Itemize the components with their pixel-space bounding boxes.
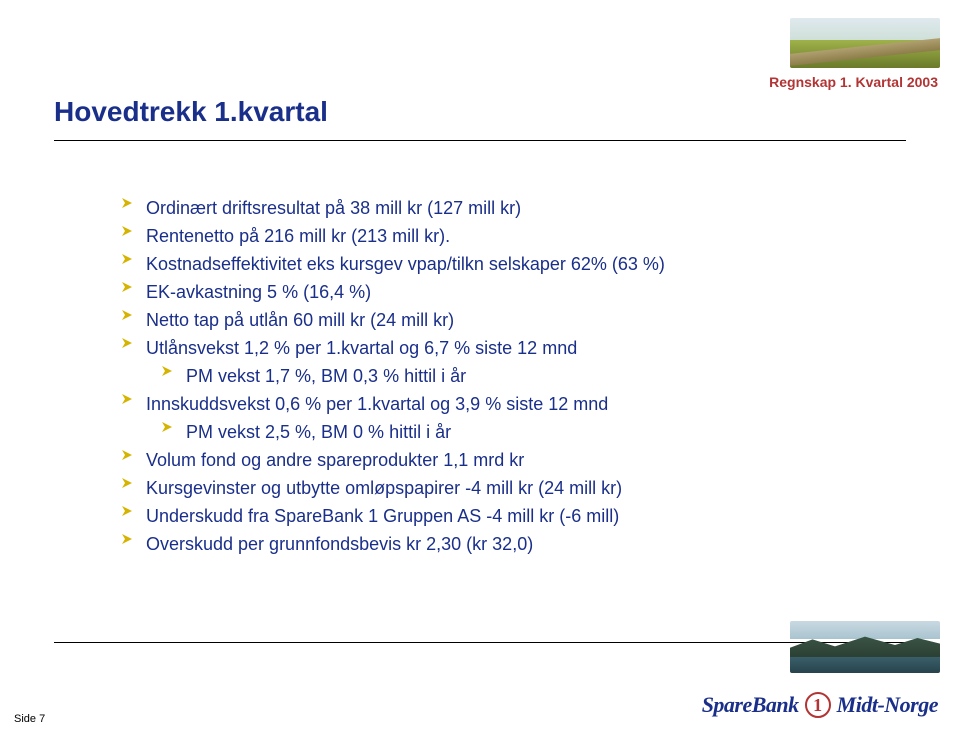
slide-title: Hovedtrekk 1.kvartal (54, 96, 328, 128)
arrow-icon (120, 308, 136, 322)
bullet-item: Rentenetto på 216 mill kr (213 mill kr). (120, 224, 880, 248)
arrow-icon (120, 196, 136, 210)
arrow-icon (120, 504, 136, 518)
bullet-list: Ordinært driftsresultat på 38 mill kr (1… (120, 196, 880, 560)
bullet-text: Kostnadseffektivitet eks kursgev vpap/ti… (146, 252, 665, 276)
bullet-item: Kursgevinster og utbytte omløpspapirer -… (120, 476, 880, 500)
bullet-text: Underskudd fra SpareBank 1 Gruppen AS -4… (146, 504, 619, 528)
bullet-item: Kostnadseffektivitet eks kursgev vpap/ti… (120, 252, 880, 276)
bullet-text: Kursgevinster og utbytte omløpspapirer -… (146, 476, 622, 500)
arrow-icon (120, 224, 136, 238)
footer-logo: SpareBank 1 Midt-Norge (638, 685, 938, 725)
bullet-item: Netto tap på utlån 60 mill kr (24 mill k… (120, 308, 880, 332)
arrow-icon (120, 476, 136, 490)
bullet-item: Innskuddsvekst 0,6 % per 1.kvartal og 3,… (120, 392, 880, 416)
logo-text-sub: Midt-Norge (837, 692, 938, 718)
bullet-text: Netto tap på utlån 60 mill kr (24 mill k… (146, 308, 454, 332)
bullet-text: Volum fond og andre spareprodukter 1,1 m… (146, 448, 524, 472)
arrow-icon (120, 392, 136, 406)
arrow-icon (120, 336, 136, 350)
bullet-text: PM vekst 1,7 %, BM 0,3 % hittil i år (186, 364, 466, 388)
sub-bullet-item: PM vekst 1,7 %, BM 0,3 % hittil i år (160, 364, 880, 388)
arrow-icon (160, 364, 176, 378)
bullet-item: Utlånsvekst 1,2 % per 1.kvartal og 6,7 %… (120, 336, 880, 360)
bullet-text: Ordinært driftsresultat på 38 mill kr (1… (146, 196, 521, 220)
bullet-text: EK-avkastning 5 % (16,4 %) (146, 280, 371, 304)
logo-mark-icon: 1 (805, 692, 831, 718)
header-label: Regnskap 1. Kvartal 2003 (769, 74, 938, 90)
sub-bullet-item: PM vekst 2,5 %, BM 0 % hittil i år (160, 420, 880, 444)
arrow-icon (160, 420, 176, 434)
footer-decorative-image (790, 621, 940, 673)
bullet-text: PM vekst 2,5 %, BM 0 % hittil i år (186, 420, 451, 444)
arrow-icon (120, 252, 136, 266)
bullet-item: Ordinært driftsresultat på 38 mill kr (1… (120, 196, 880, 220)
bullet-text: Overskudd per grunnfondsbevis kr 2,30 (k… (146, 532, 533, 556)
page-number: Side 7 (14, 713, 45, 725)
slide: Regnskap 1. Kvartal 2003 Hovedtrekk 1.kv… (0, 0, 960, 743)
header-decorative-image (790, 18, 940, 68)
bullet-text: Utlånsvekst 1,2 % per 1.kvartal og 6,7 %… (146, 336, 577, 360)
arrow-icon (120, 280, 136, 294)
arrow-icon (120, 448, 136, 462)
bullet-item: Underskudd fra SpareBank 1 Gruppen AS -4… (120, 504, 880, 528)
title-underline (54, 140, 906, 141)
bullet-item: Overskudd per grunnfondsbevis kr 2,30 (k… (120, 532, 880, 556)
bullet-text: Innskuddsvekst 0,6 % per 1.kvartal og 3,… (146, 392, 608, 416)
bullet-item: EK-avkastning 5 % (16,4 %) (120, 280, 880, 304)
bullet-text: Rentenetto på 216 mill kr (213 mill kr). (146, 224, 450, 248)
logo-text-main: SpareBank (702, 692, 799, 718)
arrow-icon (120, 532, 136, 546)
bullet-item: Volum fond og andre spareprodukter 1,1 m… (120, 448, 880, 472)
footer-rule (54, 642, 906, 643)
